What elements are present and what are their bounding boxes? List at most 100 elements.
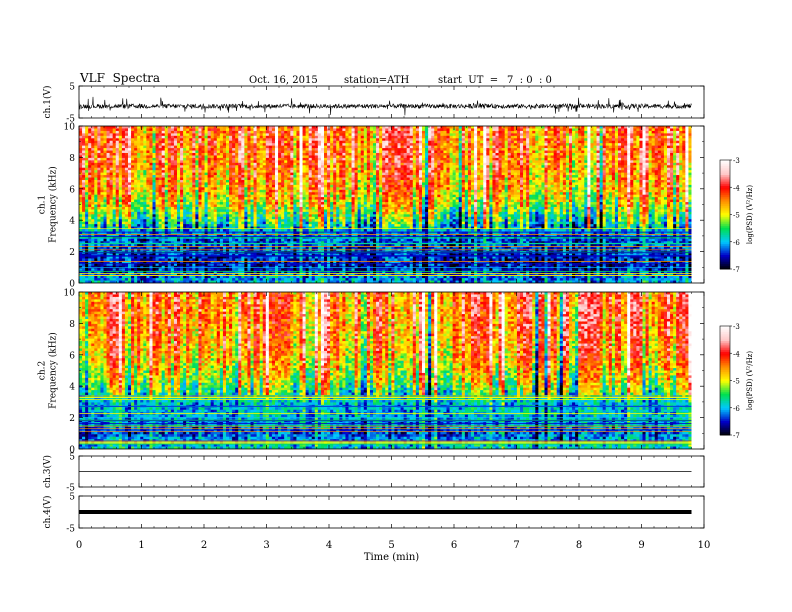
spectrogram-cell [131, 126, 135, 130]
spectrogram-cell [88, 231, 92, 235]
spectrogram-cell [268, 130, 273, 134]
spectrogram-cell [149, 148, 154, 152]
spectrogram-cell [207, 138, 212, 142]
spectrogram-cell [305, 263, 310, 267]
spectrogram-cell [79, 126, 83, 130]
spectrogram-cell [186, 133, 190, 137]
spectrogram-cell [204, 140, 209, 144]
spectrogram-cell [131, 194, 135, 198]
spectrogram-cell [85, 143, 89, 147]
spectrogram-cell [268, 143, 273, 147]
spectrogram-cell [128, 138, 132, 142]
spectrogram-cell [192, 160, 196, 164]
spectrogram-cell [259, 204, 264, 208]
spectrogram-cell [128, 194, 132, 198]
spectrogram-cell [271, 270, 276, 274]
spectrogram-cell [91, 243, 95, 247]
spectrogram-cell [118, 280, 123, 283]
spectrogram-cell [186, 273, 190, 277]
spectrogram-cell [143, 221, 147, 225]
spectrogram-cell [259, 260, 264, 264]
spectrogram-cell [296, 175, 301, 179]
spectrogram-cell [85, 268, 89, 272]
spectrogram-cell [238, 246, 242, 250]
spectrogram-cell [140, 192, 144, 196]
spectrogram-cell [137, 258, 141, 262]
spectrogram-cell [192, 275, 196, 279]
spectrogram-cell [247, 192, 252, 196]
spectrogram-cell [232, 273, 236, 277]
spectrogram-cell [207, 273, 212, 277]
spectrogram-cell [278, 231, 282, 235]
spectrogram-cell [128, 170, 132, 174]
spectrogram-cell [238, 202, 242, 206]
spectrogram-cell [121, 172, 126, 176]
spectrogram-cell [262, 260, 267, 264]
spectrogram-cell [164, 211, 169, 215]
spectrogram-cell [109, 211, 114, 215]
spectrogram-cell [118, 246, 123, 250]
spectrogram-cell [238, 128, 242, 132]
spectrogram-cell [293, 197, 298, 201]
spectrogram-cell [287, 197, 291, 201]
spectrogram-cell [149, 135, 154, 139]
spectrogram-cell [79, 211, 83, 215]
spectrogram-cell [226, 167, 230, 171]
spectrogram-cell [305, 135, 310, 139]
spectrogram-cell [195, 278, 200, 282]
spectrogram-cell [262, 258, 267, 262]
spectrogram-cell [213, 278, 218, 282]
spectrogram-cell [158, 165, 163, 169]
spectrogram-cell [85, 241, 89, 245]
spectrogram-cell [271, 243, 276, 247]
spectrogram-cell [229, 143, 233, 147]
spectrogram-cell [112, 273, 117, 277]
spectrogram-cell [287, 194, 291, 198]
spectrogram-cell [219, 135, 224, 139]
spectrogram-cell [177, 221, 181, 225]
spectrogram-cell [271, 280, 276, 283]
spectrogram-cell [103, 229, 108, 233]
spectrogram-cell [79, 175, 83, 179]
spectrogram-cell [161, 246, 166, 250]
spectrogram-cell [140, 179, 144, 184]
spectrogram-cell [305, 256, 310, 260]
spectrogram-cell [82, 162, 86, 166]
spectrogram-cell [158, 268, 163, 272]
spectrogram-cell [158, 204, 163, 208]
spectrogram-cell [204, 233, 209, 237]
spectrogram-cell [271, 130, 276, 134]
spectrogram-cell [201, 150, 206, 154]
spectrogram-cell [275, 170, 279, 174]
spectrogram-cell [207, 258, 212, 262]
spectrogram-cell [213, 204, 218, 208]
spectrogram-cell [219, 165, 224, 169]
spectrogram-cell [167, 143, 172, 147]
spectrogram-cell [131, 162, 135, 166]
spectrogram-cell [287, 162, 291, 166]
spectrogram-cell [278, 160, 282, 164]
spectrogram-cell [204, 175, 209, 179]
spectrogram-cell [281, 170, 285, 174]
spectrogram-cell [278, 278, 282, 282]
spectrogram-cell [265, 155, 270, 159]
spectrogram-cell [82, 248, 86, 252]
spectrogram-cell [241, 280, 245, 283]
spectrogram-cell [109, 189, 114, 193]
spectrogram-cell [82, 273, 86, 277]
spectrogram-cell [167, 133, 172, 137]
spectrogram-cell [183, 194, 187, 198]
spectrogram-cell [265, 126, 270, 130]
spectrogram-cell [91, 209, 95, 213]
spectrogram-cell [305, 280, 310, 283]
spectrogram-cell [146, 253, 151, 257]
spectrogram-cell [140, 256, 144, 260]
spectrogram-cell [85, 202, 89, 206]
spectrogram-cell [137, 155, 141, 159]
spectrogram-cell [235, 214, 239, 218]
spectrogram-cell [213, 253, 218, 257]
spectrogram-cell [186, 199, 190, 203]
spectrogram-cell [134, 216, 138, 220]
spectrogram-cell [170, 246, 175, 250]
spectrogram-cell [82, 229, 86, 233]
